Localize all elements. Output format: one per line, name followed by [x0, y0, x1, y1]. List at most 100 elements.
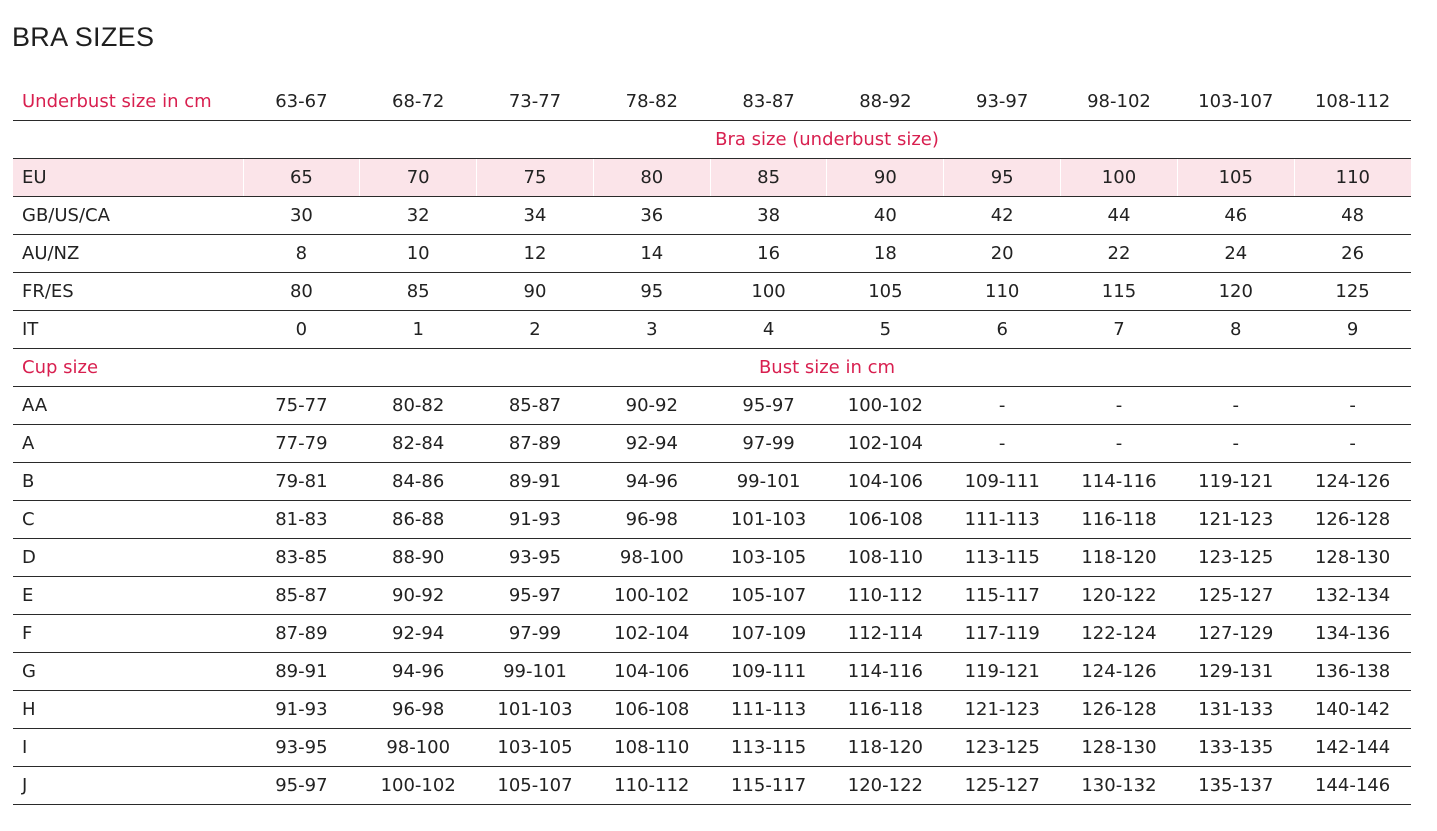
bust-range-cell: 130-132: [1060, 766, 1178, 805]
bra-size-system-label: EU: [13, 158, 243, 197]
bust-range-cell: 94-96: [593, 462, 711, 501]
bust-range-cell: 115-117: [943, 576, 1061, 615]
bust-range-cell: 126-128: [1294, 500, 1411, 539]
bra-size-cell: 6: [943, 310, 1061, 349]
bra-size-cell: 22: [1060, 234, 1178, 273]
bust-range-cell: 112-114: [826, 614, 944, 653]
underbust-label: Underbust size in cm: [13, 83, 243, 121]
bra-size-cell: 14: [593, 234, 711, 273]
bra-size-cell: 10: [359, 234, 477, 273]
bust-range-cell: -: [943, 386, 1061, 425]
cup-row-a: A 77-79 82-84 87-89 92-94 97-99 102-104- - - -: [13, 424, 1411, 463]
bra-size-cell: 2: [476, 310, 594, 349]
bust-range-cell: 124-126: [1060, 652, 1178, 691]
bust-range-cell: 108-110: [826, 538, 944, 577]
bust-range-cell: 79-81: [243, 462, 360, 501]
bra-size-row-eu: EU 65 70 75 80 85 90 95 100 105 110: [13, 158, 1411, 197]
bra-size-cell: 26: [1294, 234, 1411, 273]
bust-range-cell: 125-127: [943, 766, 1061, 805]
bust-range-cell: 110-112: [826, 576, 944, 615]
bust-range-cell: 93-95: [476, 538, 594, 577]
bra-size-section-spacer: [13, 120, 243, 159]
bust-range-cell: 101-103: [476, 690, 594, 729]
bra-size-cell: 95: [593, 272, 711, 311]
cup-row-d: D 83-85 88-90 93-95 98-100 103-105 108-110 113-…: [13, 538, 1411, 577]
bra-size-cell: 80: [592, 158, 711, 197]
bust-range-cell: 86-88: [359, 500, 477, 539]
bust-range-cell: 100-102: [359, 766, 477, 805]
bra-size-cell: 70: [359, 158, 477, 197]
underbust-range-cell: 68-72: [359, 83, 477, 121]
bust-range-cell: 104-106: [593, 652, 711, 691]
bust-range-cell: 128-130: [1294, 538, 1411, 577]
bra-size-table: Underbust size in cm 63-67 68-72 73-77 78-82…: [13, 83, 1411, 805]
bust-range-cell: 92-94: [593, 424, 711, 463]
bra-size-cell: 46: [1177, 196, 1295, 235]
bust-range-cell: 103-105: [476, 728, 594, 767]
bust-range-cell: 85-87: [243, 576, 360, 615]
bust-range-cell: 96-98: [359, 690, 477, 729]
cup-size-section-row: Cup size Bust size in cm: [13, 348, 1411, 387]
bust-range-cell: 120-122: [1060, 576, 1178, 615]
bra-size-cell: 110: [943, 272, 1061, 311]
underbust-range-cell: 108-112: [1294, 83, 1411, 121]
cup-row-aa: AA 75-77 80-82 85-87 90-92 95-97 100-102- - - -: [13, 386, 1411, 425]
bra-size-row-gb-us-ca: GB/US/CA 30 32 34 36 38 40 42 44 46 48: [13, 196, 1411, 235]
bust-range-cell: 131-133: [1177, 690, 1295, 729]
bra-size-cell: 12: [476, 234, 594, 273]
bust-range-cell: 109-111: [710, 652, 827, 691]
bust-range-cell: 135-137: [1177, 766, 1295, 805]
bust-range-cell: 82-84: [359, 424, 477, 463]
bra-size-cell: 125: [1294, 272, 1411, 311]
bust-range-cell: 104-106: [826, 462, 944, 501]
bust-range-cell: 126-128: [1060, 690, 1178, 729]
bra-size-row-it: IT 0 1 2 3 4 5 6 7 8 9: [13, 310, 1411, 349]
cup-label: J: [13, 766, 243, 805]
bust-range-cell: 95-97: [243, 766, 360, 805]
bra-size-cell: 4: [710, 310, 827, 349]
cup-label: I: [13, 728, 243, 767]
bra-size-cell: 8: [1177, 310, 1295, 349]
bust-range-cell: 115-117: [710, 766, 827, 805]
cup-label: H: [13, 690, 243, 729]
bust-range-cell: 123-125: [1177, 538, 1295, 577]
bra-size-section-row: Bra size (underbust size): [13, 120, 1411, 159]
bra-size-cell: 8: [243, 234, 360, 273]
bra-size-cell: 32: [359, 196, 477, 235]
cup-row-b: B 79-81 84-86 89-91 94-96 99-101 104-106 109-11…: [13, 462, 1411, 501]
bust-range-cell: 129-131: [1177, 652, 1295, 691]
underbust-range-cell: 78-82: [593, 83, 711, 121]
underbust-header-row: Underbust size in cm 63-67 68-72 73-77 78-82…: [13, 83, 1411, 121]
bust-range-cell: 136-138: [1294, 652, 1411, 691]
underbust-range-cell: 98-102: [1060, 83, 1178, 121]
bust-range-cell: 101-103: [710, 500, 827, 539]
bra-size-cell: 110: [1293, 158, 1411, 197]
cup-row-g: G 89-91 94-96 99-101 104-106 109-111 114-116 11…: [13, 652, 1411, 691]
bra-size-cell: 20: [943, 234, 1061, 273]
cup-row-j: J 95-97 100-102 105-107 110-112 115-117 120-12…: [13, 766, 1411, 805]
bra-size-cell: 36: [593, 196, 711, 235]
bust-range-cell: 97-99: [476, 614, 594, 653]
bra-size-cell: 85: [359, 272, 477, 311]
bust-range-cell: 97-99: [710, 424, 827, 463]
bust-range-cell: -: [1294, 386, 1411, 425]
bra-size-table-body: Underbust size in cm 63-67 68-72 73-77 78-82…: [13, 83, 1411, 805]
bra-size-cell: 42: [943, 196, 1061, 235]
bust-range-cell: 113-115: [943, 538, 1061, 577]
bust-range-cell: 105-107: [710, 576, 827, 615]
bust-range-cell: 118-120: [1060, 538, 1178, 577]
bra-size-cell: 16: [710, 234, 827, 273]
bust-range-cell: 77-79: [243, 424, 360, 463]
bust-range-cell: 128-130: [1060, 728, 1178, 767]
bust-range-cell: 99-101: [710, 462, 827, 501]
bust-range-cell: 99-101: [476, 652, 594, 691]
underbust-range-cell: 63-67: [243, 83, 360, 121]
bra-size-cell: 85: [709, 158, 827, 197]
cup-label: AA: [13, 386, 243, 425]
bust-range-cell: 91-93: [476, 500, 594, 539]
bust-range-cell: 94-96: [359, 652, 477, 691]
bust-range-cell: 119-121: [1177, 462, 1295, 501]
bust-range-cell: 122-124: [1060, 614, 1178, 653]
bust-range-cell: 117-119: [943, 614, 1061, 653]
bra-size-cell: 65: [242, 158, 360, 197]
